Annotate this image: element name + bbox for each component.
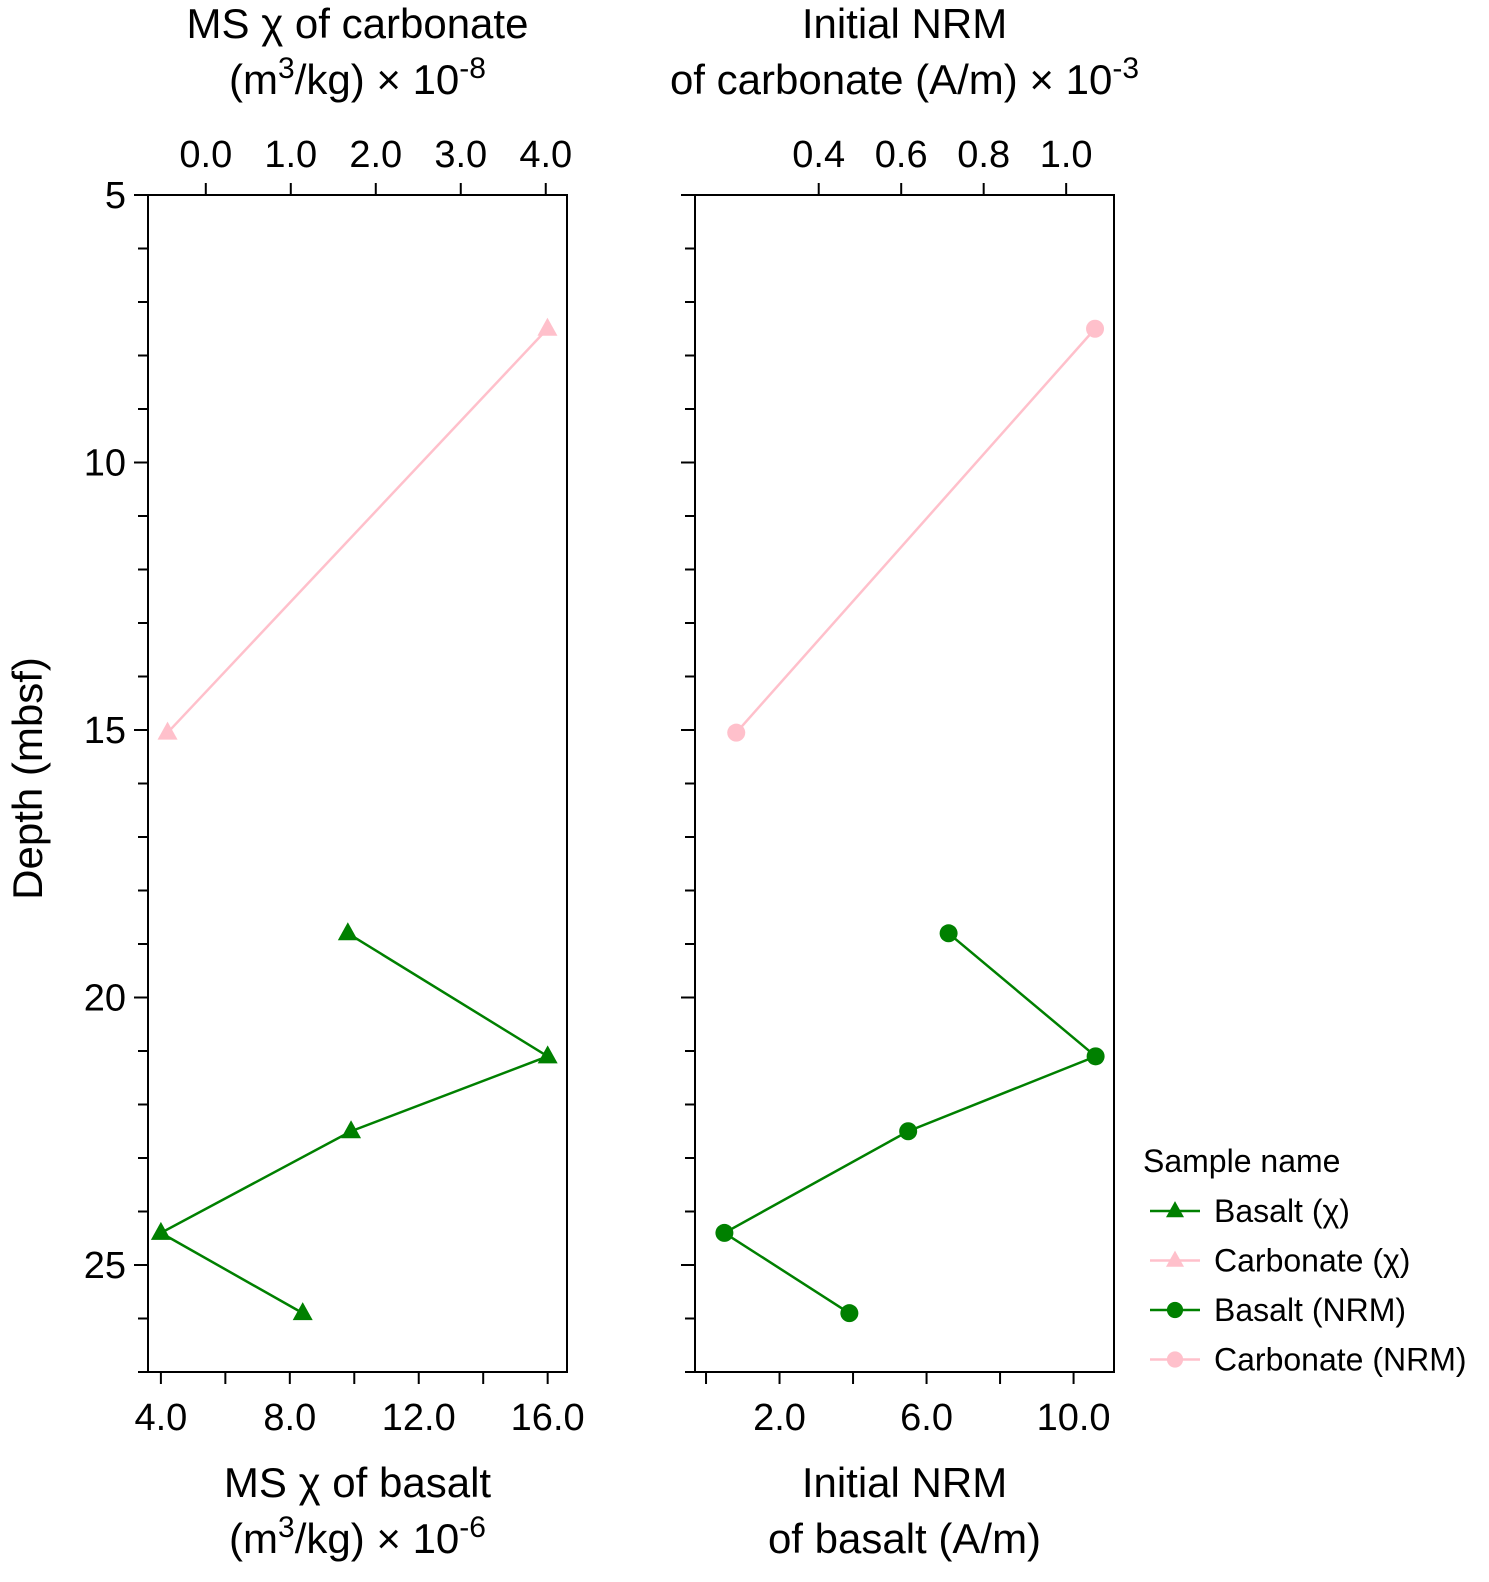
data-point-carbonate xyxy=(537,317,558,336)
data-point-basalt xyxy=(292,1302,313,1321)
legend-label: Carbonate (χ) xyxy=(1214,1243,1410,1279)
data-point-basalt xyxy=(537,1045,558,1064)
x-bottom-tick-label: 10.0 xyxy=(1037,1397,1111,1439)
x-top-title-line2: of carbonate (A/m) × 10-3 xyxy=(670,52,1139,103)
x-top-tick-label: 1.0 xyxy=(1040,134,1093,176)
left-panel: 5 10 15 20 25 Depth (mbsf) 4.0 8.0 12.0 16.0 0.0 1.… xyxy=(4,0,585,1562)
plot-frame xyxy=(147,194,568,1373)
y-tick-label: 25 xyxy=(84,1245,126,1287)
legend-label: Basalt (χ) xyxy=(1214,1193,1350,1229)
x-bottom-tick-label: 6.0 xyxy=(900,1397,953,1439)
series-line-carbonate xyxy=(166,327,549,734)
data-point-basalt-nrm xyxy=(899,1122,918,1141)
x-bottom-tick-label: 2.0 xyxy=(753,1397,806,1439)
x-top-title-line2: (m3/kg) × 10-8 xyxy=(229,52,486,103)
data-point-basalt xyxy=(150,1221,171,1240)
y-tick-label: 5 xyxy=(105,175,126,217)
x-bottom-tick-label: 8.0 xyxy=(263,1397,316,1439)
x-bottom-tick-label: 16.0 xyxy=(511,1397,585,1439)
legend-label: Basalt (NRM) xyxy=(1214,1292,1406,1328)
x-bottom-title-line1: Initial NRM xyxy=(802,1459,1007,1506)
x-top-title-line1: Initial NRM xyxy=(802,0,1007,47)
x-top-tick-label: 1.0 xyxy=(264,134,317,176)
right-panel: 2.0 6.0 10.0 0.4 0.6 0.8 1.0 Initial NRM of basa… xyxy=(670,0,1139,1562)
data-point-basalt xyxy=(341,1120,362,1139)
x-top-tick-label: 3.0 xyxy=(434,134,487,176)
legend-marker xyxy=(1166,1301,1184,1319)
x-bottom-tick-label: 4.0 xyxy=(134,1397,187,1439)
x-bottom-title-line2: of basalt (A/m) xyxy=(768,1515,1041,1562)
x-bottom-title-line2: (m3/kg) × 10-6 xyxy=(229,1511,486,1562)
legend: Sample name Basalt (χ) Carbonate (χ) Basalt… xyxy=(1143,1143,1467,1378)
data-point-basalt-nrm xyxy=(715,1223,734,1242)
data-point-carbonate xyxy=(157,721,178,740)
legend-marker xyxy=(1166,1250,1184,1267)
data-point-carbonate-nrm xyxy=(1086,319,1105,338)
series-line-carbonate-nrm xyxy=(735,327,1096,734)
legend-label: Carbonate (NRM) xyxy=(1214,1342,1467,1378)
x-top-tick-label: 0.4 xyxy=(792,134,845,176)
y-tick-label: 20 xyxy=(84,978,126,1020)
y-tick-label: 15 xyxy=(84,710,126,752)
legend-marker xyxy=(1166,1201,1184,1218)
data-point-basalt-nrm xyxy=(840,1304,859,1323)
x-bottom-tick-label: 12.0 xyxy=(382,1397,456,1439)
legend-marker xyxy=(1166,1351,1184,1368)
y-axis-title: Depth (mbsf) xyxy=(4,657,51,900)
series-line-basalt xyxy=(158,932,551,1315)
x-bottom-title-line1: MS χ of basalt xyxy=(224,1459,491,1506)
data-point-carbonate-nrm xyxy=(727,723,746,742)
y-tick-label: 10 xyxy=(84,443,126,485)
x-top-tick-label: 0.0 xyxy=(179,134,232,176)
x-top-tick-label: 2.0 xyxy=(349,134,402,176)
data-point-basalt-nrm xyxy=(939,924,958,943)
plot-frame xyxy=(694,194,1115,1373)
x-top-title-line1: MS χ of carbonate xyxy=(187,0,529,47)
data-point-basalt xyxy=(337,922,358,941)
x-top-tick-label: 0.8 xyxy=(957,134,1010,176)
legend-title: Sample name xyxy=(1143,1143,1340,1179)
x-top-tick-label: 0.6 xyxy=(875,134,928,176)
x-top-tick-label: 4.0 xyxy=(519,134,572,176)
data-point-basalt-nrm xyxy=(1086,1047,1105,1066)
